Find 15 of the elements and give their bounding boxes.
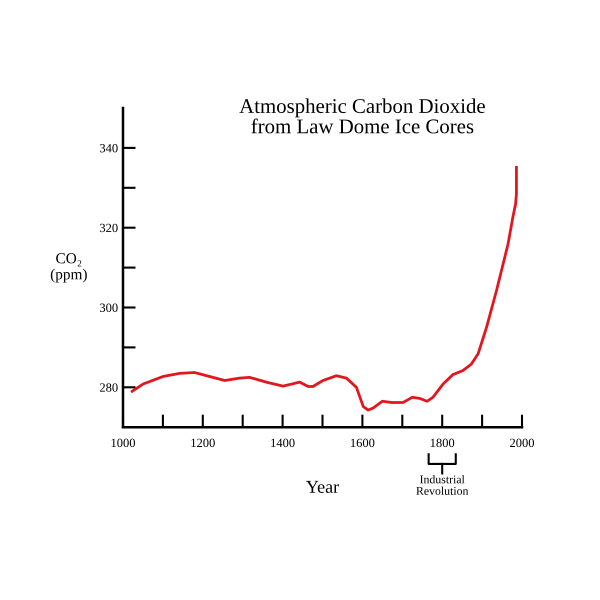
x-axis-title: Year xyxy=(306,480,339,493)
y-tick-label: 340 xyxy=(100,144,118,152)
x-tick-label: 1800 xyxy=(430,438,454,448)
x-tick-label: 1400 xyxy=(271,438,295,448)
y-tick-label: 280 xyxy=(100,383,118,392)
x-tick-label: 1000 xyxy=(112,438,136,448)
chart-title: Atmospheric Carbon Dioxide from Law Dome Ice Cores xyxy=(239,98,485,134)
x-tick-label: 1200 xyxy=(191,438,215,448)
x-tick-label: 1600 xyxy=(351,438,374,448)
line-series xyxy=(130,166,518,412)
y-tick-label: 320 xyxy=(100,224,118,232)
x-tick-label: 2000 xyxy=(510,438,534,448)
y-tick-label: 300 xyxy=(100,304,118,312)
y-axis-title: CO₂ (ppm) xyxy=(50,253,87,283)
text: Industrial Revolution xyxy=(416,475,468,495)
